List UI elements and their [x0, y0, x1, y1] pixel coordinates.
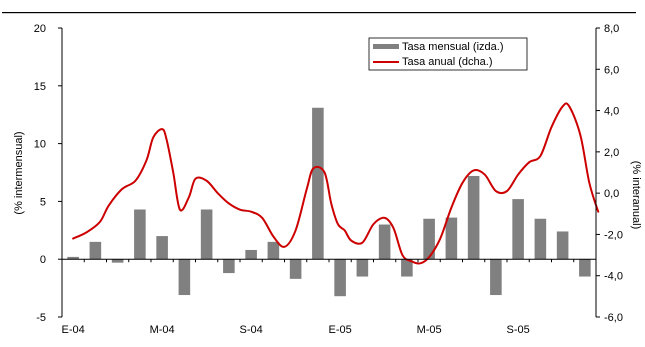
bar-21 [534, 218, 547, 260]
bar-3 [134, 209, 146, 260]
bar-14 [378, 224, 391, 260]
bar-11 [312, 107, 324, 260]
bar-20 [512, 199, 524, 260]
legend-label-monthly: Tasa mensual (izda.) [402, 41, 504, 53]
left-tick-label-5: -5 [36, 312, 46, 324]
right-tick-label-0: 8,0 [604, 23, 619, 35]
x-tick-label-0: E-04 [62, 324, 85, 336]
left-axis-label: (% intermensual) [13, 131, 25, 214]
right-tick-label-1: 6,0 [604, 64, 619, 76]
line-series-annual [72, 102, 600, 265]
legend-swatch-monthly [373, 44, 399, 49]
left-tick-label-2: 10 [34, 139, 46, 151]
bar-15 [401, 259, 413, 277]
bar-series-monthly [67, 107, 591, 297]
legend-label-annual: Tasa anual (dcha.) [402, 56, 493, 68]
left-tick-label-4: 0 [40, 254, 46, 266]
right-tick-label-3: 2,0 [604, 147, 619, 159]
right-tick-label-7: -6,0 [604, 312, 623, 324]
left-y-ticks: 20 15 10 5 0 -5 [34, 23, 62, 324]
bar-17 [445, 217, 458, 260]
x-tick-label-5: S-05 [507, 324, 530, 336]
x-tick-label-2: S-04 [240, 324, 263, 336]
bar-16 [423, 218, 435, 260]
x-tick-label-1: M-04 [150, 324, 175, 336]
bar-13 [356, 259, 369, 277]
bar-2 [111, 259, 124, 263]
bar-18 [467, 175, 480, 260]
bar-5 [178, 259, 191, 296]
x-tick-label-4: M-05 [417, 324, 442, 336]
bar-22 [556, 231, 569, 260]
bar-4 [156, 236, 168, 260]
legend-box [368, 37, 528, 71]
right-axis-label: (% interanual) [630, 161, 642, 229]
right-tick-label-2: 4,0 [604, 106, 619, 118]
bar-8 [245, 249, 257, 260]
bar-6 [200, 209, 213, 260]
x-ticks: E-04 M-04 S-04 E-05 M-05 S-05 [61, 259, 597, 336]
bar-19 [490, 259, 502, 296]
bar-9 [267, 241, 280, 260]
bar-1 [89, 241, 102, 260]
bar-12 [334, 259, 346, 297]
bar-7 [223, 259, 235, 274]
left-tick-label-3: 5 [40, 196, 46, 208]
bar-0 [67, 256, 79, 260]
right-tick-label-6: -4,0 [604, 271, 623, 283]
bar-23 [579, 259, 591, 277]
right-y-ticks: 8,0 6,0 4,0 2,0 0,0 -2,0 -4,0 -6,0 [596, 23, 623, 324]
left-tick-label-0: 20 [34, 23, 46, 35]
legend: Tasa mensual (izda.) Tasa anual (dcha.) [368, 37, 528, 71]
left-tick-label-1: 15 [34, 81, 46, 93]
right-tick-label-4: 0,0 [604, 188, 619, 200]
top-rule [2, 12, 636, 14]
bar-10 [289, 259, 302, 279]
x-tick-label-3: E-05 [329, 324, 352, 336]
right-tick-label-5: -2,0 [604, 229, 623, 241]
